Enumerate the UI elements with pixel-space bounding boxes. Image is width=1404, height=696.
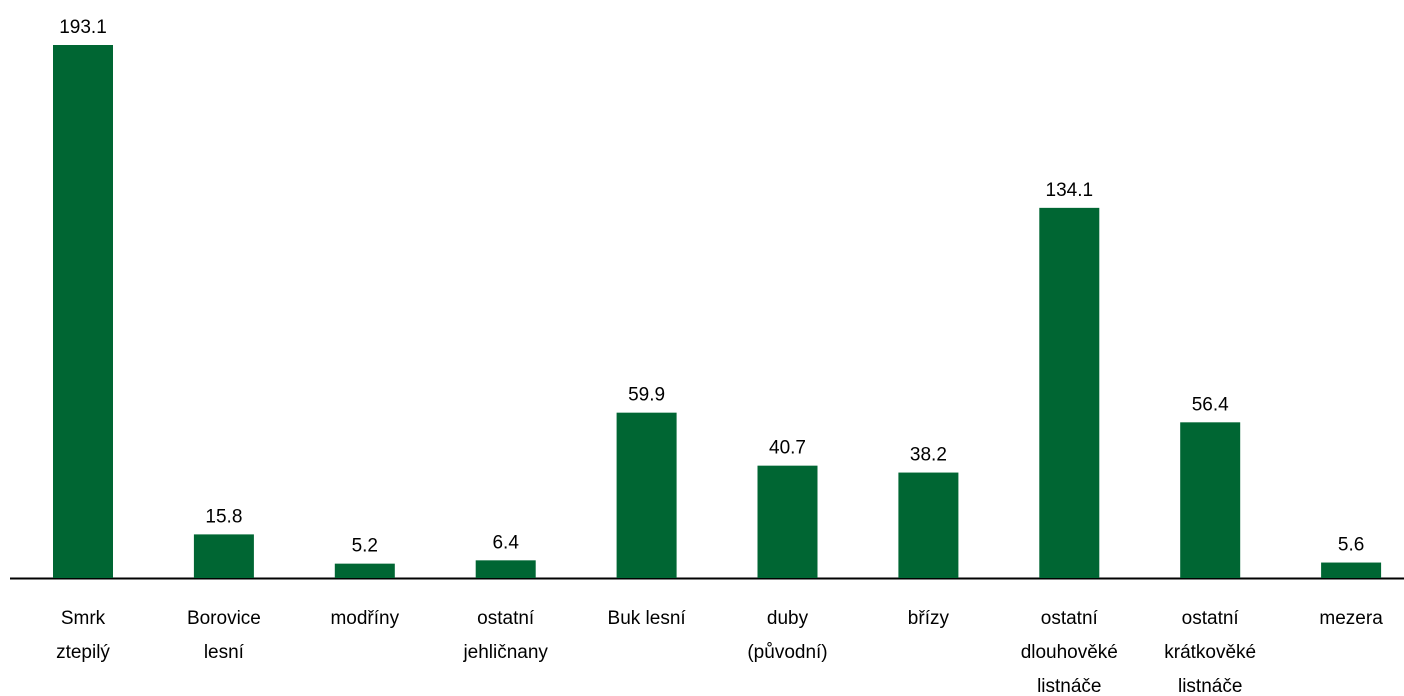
bar	[898, 472, 959, 578]
x-tick-label: jehličnany	[462, 642, 548, 663]
x-tick-label: lesní	[204, 642, 245, 663]
x-tick-label: Buk lesní	[608, 608, 687, 629]
x-tick-label: krátkověké	[1164, 642, 1256, 663]
x-tick-label: břízy	[908, 608, 950, 629]
bar	[616, 412, 677, 578]
bar	[475, 560, 536, 578]
bar	[1039, 207, 1100, 578]
bar	[334, 563, 395, 578]
x-tick-label: ztepilý	[56, 642, 110, 663]
value-label: 40.7	[769, 438, 806, 459]
value-label: 38.2	[910, 445, 947, 466]
x-tick-label: duby	[767, 608, 809, 629]
value-label: 15.8	[205, 506, 242, 527]
value-label: 6.4	[492, 532, 519, 553]
x-tick-label: ostatní	[1041, 608, 1099, 629]
value-label: 5.2	[352, 536, 378, 557]
x-tick-label: ostatní	[1182, 608, 1240, 629]
bar	[757, 465, 818, 578]
value-label: 5.6	[1338, 535, 1364, 556]
bar	[1180, 422, 1241, 578]
x-tick-label: ostatní	[477, 608, 535, 629]
x-tick-label: (původní)	[747, 642, 827, 663]
x-tick-label: listnáče	[1178, 676, 1242, 696]
x-tick-label: Borovice	[187, 608, 261, 629]
value-label: 56.4	[1192, 394, 1229, 415]
bar	[53, 45, 113, 578]
value-label: 59.9	[628, 385, 665, 406]
x-tick-label: mezera	[1319, 608, 1383, 629]
x-tick-label: listnáče	[1037, 676, 1101, 696]
value-label: 134.1	[1046, 180, 1094, 201]
x-tick-label: dlouhověké	[1021, 642, 1118, 663]
x-tick-label: modříny	[330, 608, 399, 629]
value-label: 193.1	[59, 17, 107, 38]
x-tick-label: Smrk	[61, 608, 106, 629]
bar	[1321, 562, 1382, 578]
bar	[193, 534, 254, 578]
